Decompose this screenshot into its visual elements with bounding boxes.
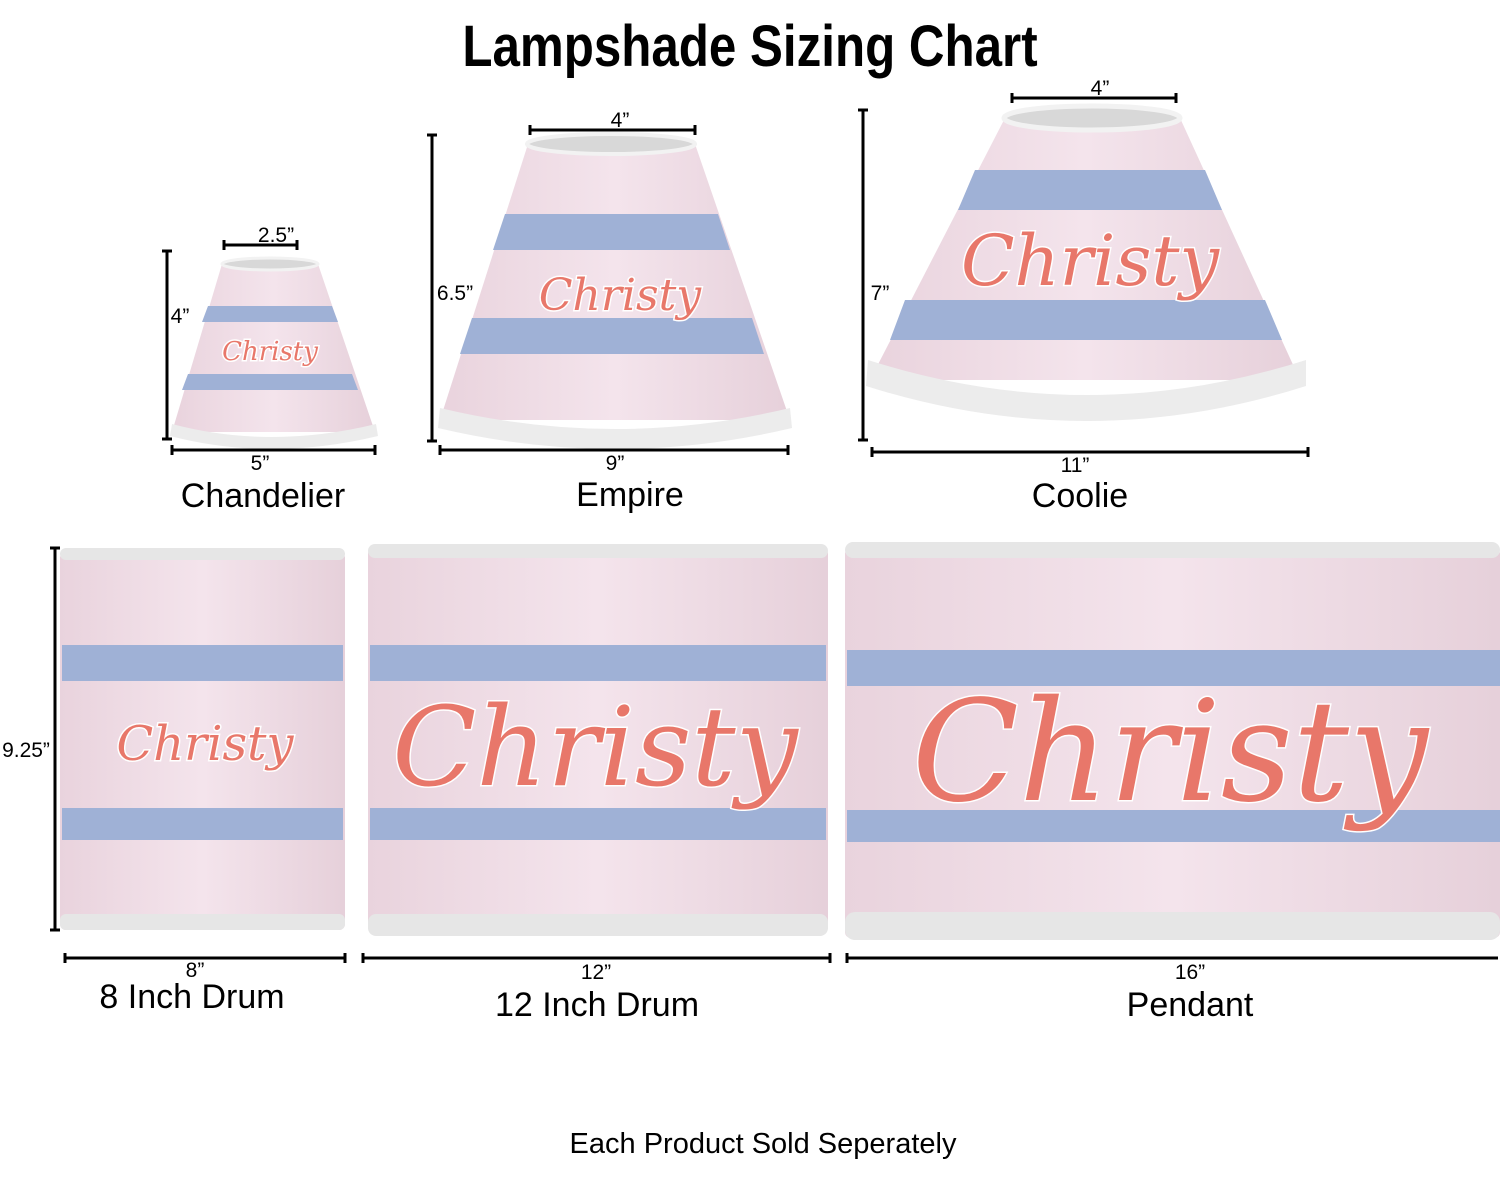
coolie-height-dim: 7” bbox=[870, 282, 890, 305]
pendant-width-dim: 16” bbox=[1174, 961, 1206, 984]
coolie-bottom-dim: 11” bbox=[1060, 454, 1090, 477]
empire-height-dim: 6.5” bbox=[436, 282, 474, 305]
12-inch-drum-shade: Christy bbox=[368, 544, 828, 936]
empire-top-dim: 4” bbox=[610, 109, 630, 132]
chandelier-shade: Christy bbox=[170, 256, 378, 449]
pendant-shade: Christy bbox=[845, 542, 1500, 940]
pendant-label: Pendant bbox=[1126, 986, 1254, 1024]
coolie-top-dim: 4” bbox=[1090, 77, 1110, 100]
page-title: Lampshade Sizing Chart bbox=[462, 14, 1038, 79]
empire-shade: Christy bbox=[438, 132, 792, 449]
christy-script: Christy bbox=[392, 683, 799, 811]
chandelier-bottom-dim: 5” bbox=[250, 452, 270, 475]
chandelier-label: Chandelier bbox=[180, 477, 346, 515]
chandelier-top-dim: 2.5” bbox=[257, 224, 295, 247]
12-inch-drum-label: 12 Inch Drum bbox=[494, 986, 700, 1024]
dimension-lines bbox=[50, 93, 1498, 963]
12-inch-drum-width-dim: 12” bbox=[580, 961, 612, 984]
8-inch-drum-label: 8 Inch Drum bbox=[99, 978, 285, 1016]
coolie-label: Coolie bbox=[1031, 477, 1129, 515]
8-inch-drum-width-dim: 8” bbox=[185, 959, 205, 982]
christy-script: Christy bbox=[117, 716, 295, 772]
drum-height-dim: 9.25” bbox=[2, 739, 50, 762]
christy-script: Christy bbox=[539, 270, 702, 321]
chandelier-height-dim: 4” bbox=[170, 305, 190, 328]
christy-script: Christy bbox=[222, 337, 318, 367]
christy-script: Christy bbox=[961, 220, 1221, 302]
coolie-shade: Christy bbox=[866, 103, 1306, 421]
christy-script: Christy bbox=[912, 671, 1430, 834]
empire-label: Empire bbox=[576, 476, 684, 514]
empire-bottom-dim: 9” bbox=[605, 452, 625, 475]
footer-note: Each Product Sold Seperately bbox=[569, 1128, 957, 1160]
8-inch-drum-shade: Christy bbox=[60, 548, 345, 930]
